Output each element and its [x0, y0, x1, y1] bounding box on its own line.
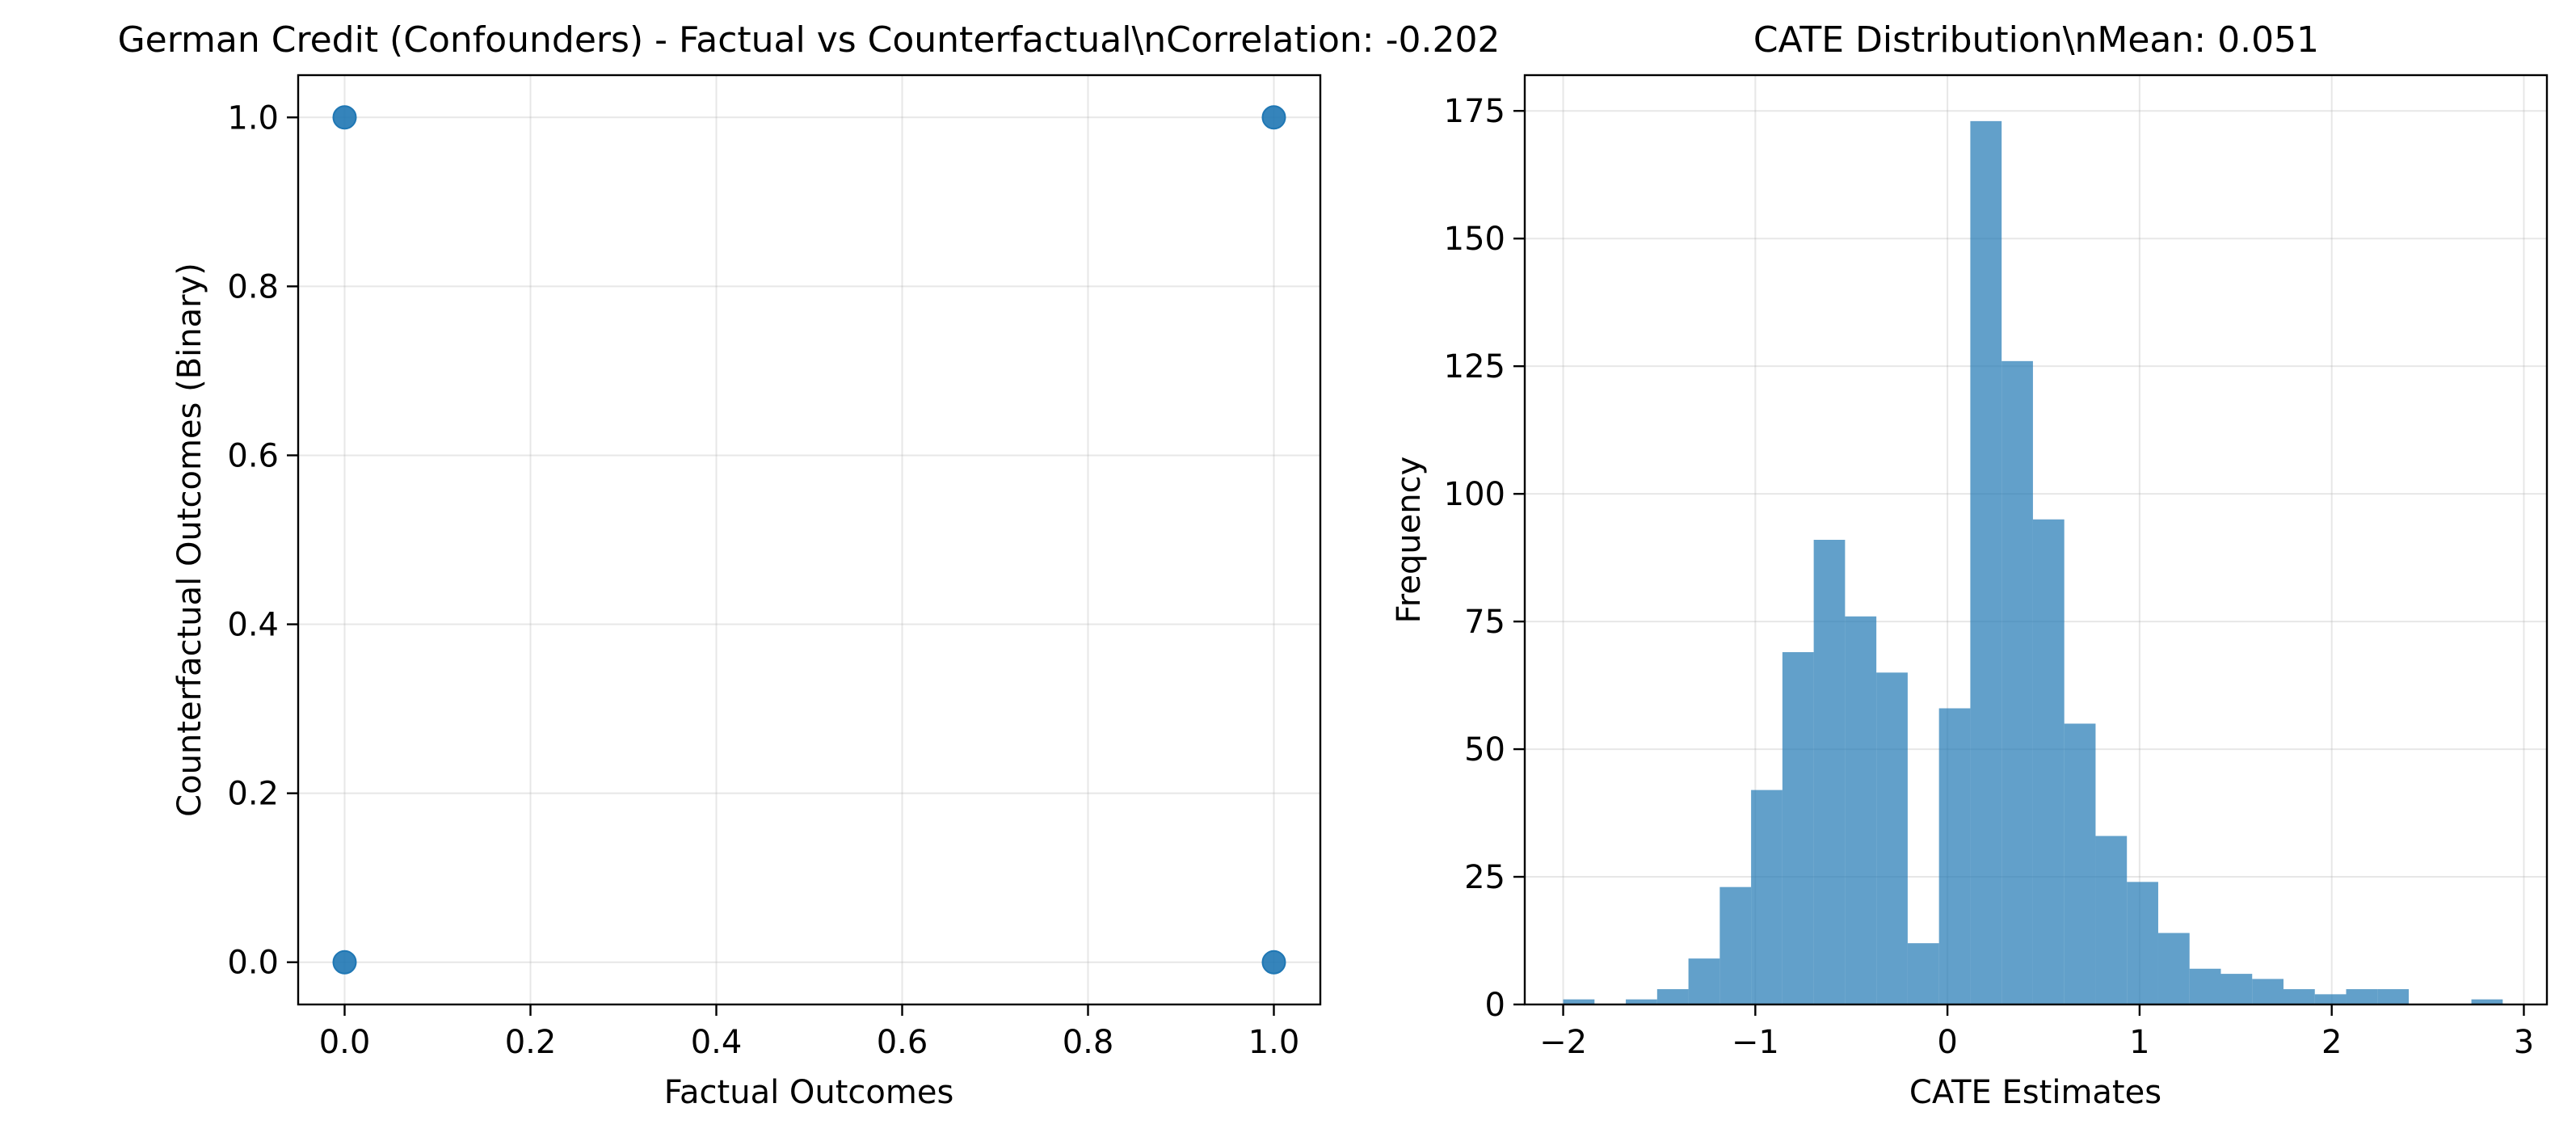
histogram-bar [2064, 723, 2096, 1004]
right-y-tick-label: 75 [1464, 604, 1505, 641]
histogram-bar [2095, 836, 2128, 1004]
histogram-bar [1845, 616, 1877, 1004]
left-y-tick-label: 0.4 [227, 607, 279, 644]
histogram-bar [2314, 994, 2347, 1004]
left-y-tick-label: 0.0 [227, 945, 279, 982]
histogram-bar [2127, 882, 2158, 1004]
right-x-tick-label: −1 [1732, 1024, 1779, 1061]
left-y-axis-label: Counterfactual Outcomes (Binary) [171, 263, 208, 817]
left-plot-frame [297, 74, 1322, 1006]
right-y-tick-label: 125 [1444, 348, 1505, 385]
right-y-axis-label: Frequency [1391, 457, 1428, 624]
scatter-point [332, 105, 357, 130]
histogram-bar [2001, 360, 2033, 1004]
scatter-point [332, 950, 357, 975]
histogram-bar [1813, 540, 1846, 1004]
right-x-tick-label: 1 [2129, 1024, 2149, 1061]
histogram-bar [1938, 708, 1971, 1004]
left-x-axis-label: Factual Outcomes [664, 1074, 954, 1111]
right-chart-title: CATE Distribution\nMean: 0.051 [1753, 19, 2319, 61]
right-histogram-chart: −2 −1 0 1 2 3 0 25 50 75 100 125 150 175 CATE Estimat… [1391, 74, 2549, 1111]
right-x-axis-label: CATE Estimates [1909, 1074, 2161, 1111]
histogram-bar [2252, 979, 2284, 1004]
right-y-tick-label: 0 [1485, 987, 1505, 1024]
histogram-bar [2471, 999, 2503, 1004]
histogram-bar [2283, 989, 2315, 1004]
right-x-tick-label: −2 [1539, 1024, 1587, 1061]
left-axis-ticks: 0.0 0.2 0.4 0.6 0.8 1.0 0.0 0.2 0.4 0.6 0.8 1.0 [227, 99, 1299, 1061]
left-y-tick-label: 0.2 [227, 776, 279, 813]
histogram-bar [1876, 672, 1908, 1004]
left-y-tick-label: 0.6 [227, 437, 279, 474]
right-y-tick-label: 50 [1464, 731, 1505, 769]
left-scatter-chart: 0.0 0.2 0.4 0.6 0.8 1.0 0.0 0.2 0.4 0.6 0.8 1.0 Fac… [171, 74, 1322, 1111]
right-axis-ticks: −2 −1 0 1 2 3 0 25 50 75 100 125 150 175 [1444, 93, 2535, 1061]
left-x-tick-label: 0.0 [319, 1024, 371, 1061]
left-x-tick-label: 0.4 [691, 1024, 743, 1061]
left-y-tick-label: 1.0 [227, 99, 279, 137]
histogram-bar [2346, 989, 2378, 1004]
histogram-bar [1907, 943, 1939, 1004]
left-x-tick-label: 1.0 [1248, 1024, 1300, 1061]
scatter-point [1261, 105, 1286, 130]
right-y-tick-label: 175 [1444, 93, 1505, 130]
left-scatter-points [332, 105, 1286, 975]
histogram-bar [1563, 999, 1595, 1004]
right-y-tick-label: 150 [1444, 221, 1505, 258]
left-x-tick-label: 0.8 [1063, 1024, 1114, 1061]
right-histogram-bars [1563, 120, 2503, 1004]
histogram-bar [1719, 886, 1752, 1004]
histogram-bar [1688, 958, 1720, 1004]
right-plot-frame [1523, 74, 2549, 1006]
histogram-bar [1782, 652, 1814, 1004]
right-y-tick-label: 25 [1464, 859, 1505, 896]
left-y-tick-label: 0.8 [227, 268, 279, 305]
histogram-bar [1970, 120, 2002, 1004]
right-x-tick-label: 3 [2514, 1024, 2534, 1061]
histogram-bar [1656, 989, 1689, 1004]
histogram-bar [2157, 933, 2190, 1004]
histogram-bar [1626, 999, 1657, 1004]
left-x-tick-label: 0.6 [877, 1024, 928, 1061]
right-y-tick-label: 100 [1444, 476, 1505, 513]
left-x-tick-label: 0.2 [505, 1024, 557, 1061]
scatter-point [1261, 950, 1286, 975]
histogram-bar [2032, 519, 2065, 1004]
right-x-tick-label: 2 [2321, 1024, 2342, 1061]
left-grid [298, 75, 1320, 1004]
histogram-bar [2377, 989, 2410, 1004]
histogram-bar [2220, 974, 2253, 1004]
left-chart-title: German Credit (Confounders) - Factual vs… [118, 19, 1501, 61]
histogram-bar [2189, 968, 2221, 1004]
right-x-tick-label: 0 [1937, 1024, 1957, 1061]
histogram-bar [1751, 790, 1783, 1004]
